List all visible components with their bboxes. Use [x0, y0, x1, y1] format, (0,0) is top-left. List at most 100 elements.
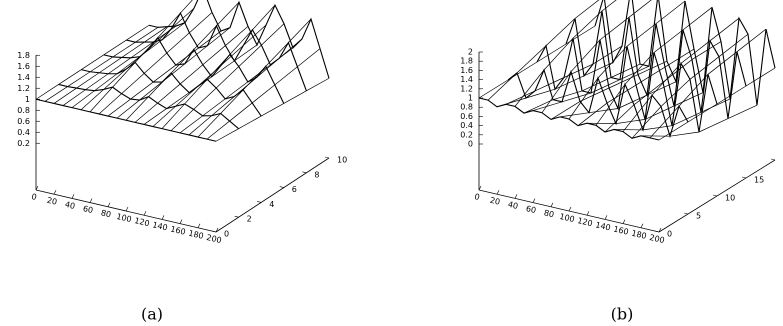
- z-tick-label: 1: [468, 94, 473, 103]
- y-tick: [324, 156, 330, 159]
- y-tick: [302, 171, 307, 174]
- x-tick: [496, 190, 500, 195]
- x-tick: [53, 190, 57, 195]
- x-tick: [532, 198, 536, 203]
- x-tick: [478, 185, 482, 191]
- y-tick: [741, 176, 747, 179]
- surface-rib: [541, 0, 652, 113]
- z-tick-label: 0.4: [460, 121, 473, 130]
- surface-rib: [523, 63, 641, 114]
- x-tick-label: 120: [577, 216, 594, 228]
- surface-rib: [604, 41, 722, 133]
- z-tick-label: 1.6: [17, 62, 30, 71]
- x-tick-label: 80: [100, 208, 112, 219]
- x-tick: [71, 194, 75, 199]
- y-tick: [211, 230, 217, 233]
- surface-rib: [622, 17, 740, 132]
- surface-slice: [58, 83, 239, 130]
- z-tick-label: 0.2: [460, 130, 473, 139]
- surface-rib: [631, 33, 749, 139]
- surface-rib: [206, 48, 321, 140]
- z-tick-label: 0.6: [460, 112, 473, 121]
- x-tick: [550, 202, 554, 207]
- y-tick: [279, 186, 284, 188]
- x-tick-label: 200: [649, 233, 666, 245]
- x-tick: [658, 227, 662, 233]
- x-tick-label: 180: [631, 229, 648, 241]
- x-tick: [125, 206, 129, 212]
- x-tick: [622, 219, 626, 224]
- surface-rib: [215, 77, 330, 142]
- surface-rib: [35, 24, 150, 100]
- surface-rib: [559, 81, 677, 118]
- x-tick-label: 200: [206, 233, 223, 245]
- surface-rib: [143, 44, 258, 125]
- x-tick-label: 160: [613, 224, 630, 236]
- x-tick: [215, 227, 219, 233]
- y-tick-label: 10: [337, 156, 347, 165]
- y-tick: [770, 158, 776, 161]
- x-tick: [586, 211, 590, 216]
- x-tick-label: 120: [134, 216, 151, 228]
- x-tick-label: 40: [507, 200, 519, 211]
- surface-rib: [658, 67, 776, 141]
- surface-rib: [514, 0, 617, 107]
- z-tick-label: 0.8: [460, 103, 473, 112]
- z-tick-label: 1.4: [460, 75, 473, 84]
- x-tick-label: 80: [543, 208, 555, 219]
- surface-rib: [134, 26, 249, 123]
- surface-rib: [71, 22, 186, 108]
- z-tick-label: 0.6: [17, 117, 30, 126]
- y-tick-label: 5: [696, 212, 701, 221]
- surface-rib: [161, 4, 276, 129]
- surface-rib: [107, 30, 222, 117]
- surface-rib: [586, 92, 704, 124]
- x-tick-label: 0: [474, 192, 481, 202]
- surface-rib: [89, 0, 193, 113]
- x-tick: [107, 202, 111, 207]
- z-tick-label: 2: [468, 48, 473, 57]
- x-tick-label: 0: [31, 192, 38, 202]
- x-tick-label: 60: [525, 204, 537, 215]
- x-tick: [197, 223, 201, 228]
- z-tick-label: 0: [468, 140, 473, 149]
- y-tick: [234, 215, 239, 218]
- x-tick-label: 20: [46, 196, 58, 207]
- surface-rib: [179, 47, 294, 134]
- y-tick-label: 6: [292, 185, 297, 194]
- surface-rib: [62, 25, 177, 106]
- surface-rib: [478, 25, 596, 99]
- x-tick: [161, 215, 165, 220]
- x-tick: [604, 215, 608, 220]
- y-tick-label: 2: [247, 215, 252, 224]
- x-tick: [89, 198, 93, 203]
- x-tick-label: 40: [64, 200, 76, 211]
- caption: (a): [141, 305, 163, 324]
- surface-rib: [98, 12, 213, 115]
- surface-rib: [532, 65, 650, 111]
- surface-rib: [53, 26, 168, 104]
- z-tick-label: 1.6: [460, 66, 473, 75]
- x-tick-label: 100: [559, 212, 576, 224]
- x-tick-label: 140: [152, 220, 169, 232]
- z-tick-label: 0.4: [17, 128, 30, 137]
- x-tick: [568, 206, 572, 212]
- z-tick-label: 1.4: [17, 73, 30, 82]
- surface-rib: [649, 28, 767, 139]
- y-tick: [683, 212, 689, 215]
- y-tick: [654, 230, 660, 233]
- x-tick-label: 180: [188, 229, 205, 241]
- surface-rib: [505, 45, 623, 105]
- y-tick-label: 0: [224, 230, 229, 239]
- surface-rib: [170, 23, 285, 132]
- y-tick-label: 0: [667, 230, 672, 239]
- surface-rib: [116, 27, 231, 119]
- x-tick: [35, 185, 39, 191]
- y-axis: [215, 157, 330, 233]
- z-tick-label: 0.8: [17, 106, 30, 115]
- y-tick-label: 4: [269, 200, 274, 209]
- x-tick: [179, 219, 183, 224]
- surface-rib: [577, 48, 695, 126]
- z-tick-label: 1.8: [460, 57, 473, 66]
